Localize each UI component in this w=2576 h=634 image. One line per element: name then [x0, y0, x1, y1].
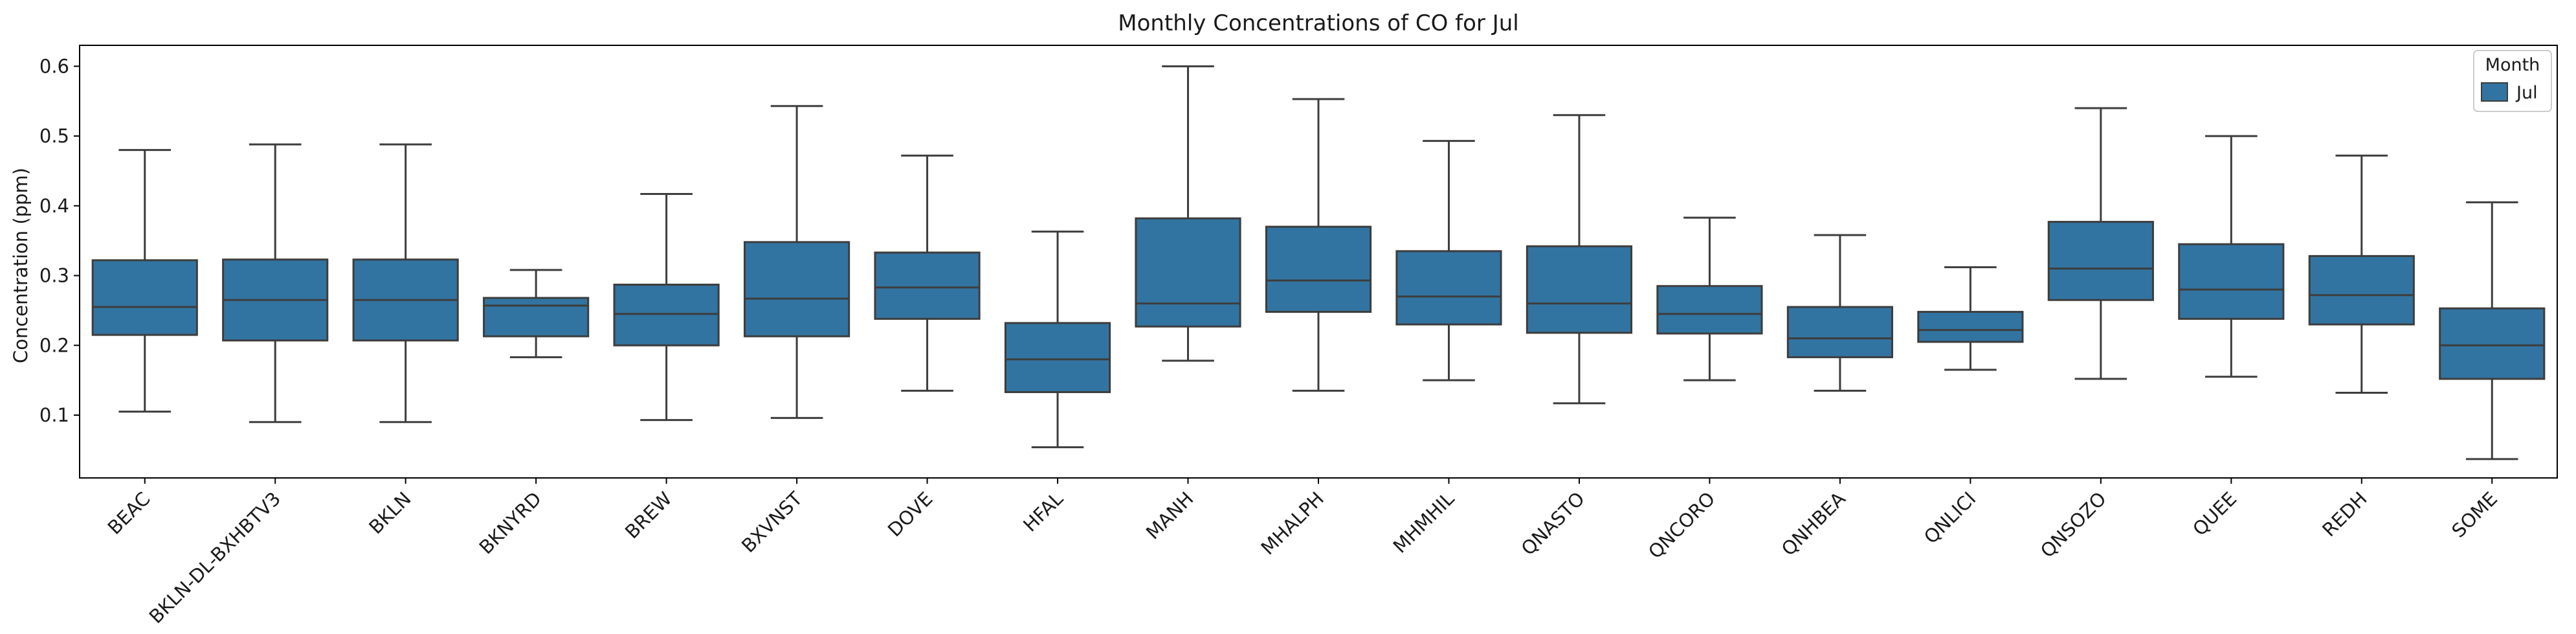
box-qnasto [1526, 114, 1633, 405]
box-iqr [2178, 243, 2285, 320]
chart-title: Monthly Concentrations of CO for Jul [1118, 10, 1518, 36]
box-iqr [2439, 307, 2546, 380]
plot-area-frame [79, 45, 2558, 479]
y-axis-ticks: 0.1 0.2 0.3 0.4 0.5 0.6 [39, 55, 80, 426]
legend-entry-label: Jul [2515, 83, 2538, 103]
legend-swatch [2481, 82, 2508, 102]
box-iqr [1786, 306, 1893, 359]
box-mhmhil [1395, 140, 1502, 381]
box-qnhbea [1786, 234, 1893, 392]
box-bxvnst [744, 105, 850, 419]
box-mhalph [1265, 98, 1372, 392]
box-redh [2308, 154, 2415, 394]
box-bkln [352, 143, 459, 424]
box-iqr [2308, 255, 2415, 326]
box-manh [1135, 65, 1241, 362]
box-iqr [1135, 217, 1241, 328]
box-qnsozo [2047, 107, 2154, 380]
box-quee [2178, 135, 2285, 378]
box-iqr [1656, 285, 1763, 335]
boxes-layer [91, 65, 2546, 460]
y-tick-label: 0.6 [39, 55, 69, 77]
box-iqr [2047, 221, 2154, 301]
y-tick-label: 0.2 [39, 334, 69, 356]
y-axis-label: Concentration (ppm) [10, 168, 32, 363]
box-qnlici [1917, 266, 2024, 371]
box-bkln-dl-bxhbtv3 [222, 143, 329, 424]
box-qncoro [1656, 216, 1763, 381]
box-iqr [91, 259, 198, 336]
legend: Month Jul [2473, 50, 2552, 112]
y-tick-label: 0.4 [39, 195, 69, 217]
box-iqr [874, 251, 981, 320]
box-hfal [1004, 231, 1111, 449]
box-iqr [613, 284, 720, 346]
y-tick-label: 0.1 [39, 404, 69, 426]
box-beac [91, 149, 198, 413]
legend-title: Month [2485, 55, 2540, 75]
box-dove [874, 154, 981, 392]
box-brew [613, 192, 720, 422]
y-tick-label: 0.5 [39, 125, 69, 147]
box-some [2439, 201, 2546, 460]
box-iqr [1004, 322, 1111, 393]
box-iqr [1395, 250, 1502, 326]
box-iqr [1917, 311, 2024, 343]
box-iqr [744, 241, 850, 337]
box-iqr [1265, 225, 1372, 313]
y-tick-label: 0.3 [39, 265, 69, 287]
box-bknyrd [483, 269, 590, 359]
box-iqr [483, 297, 590, 337]
box-iqr [1526, 245, 1633, 334]
